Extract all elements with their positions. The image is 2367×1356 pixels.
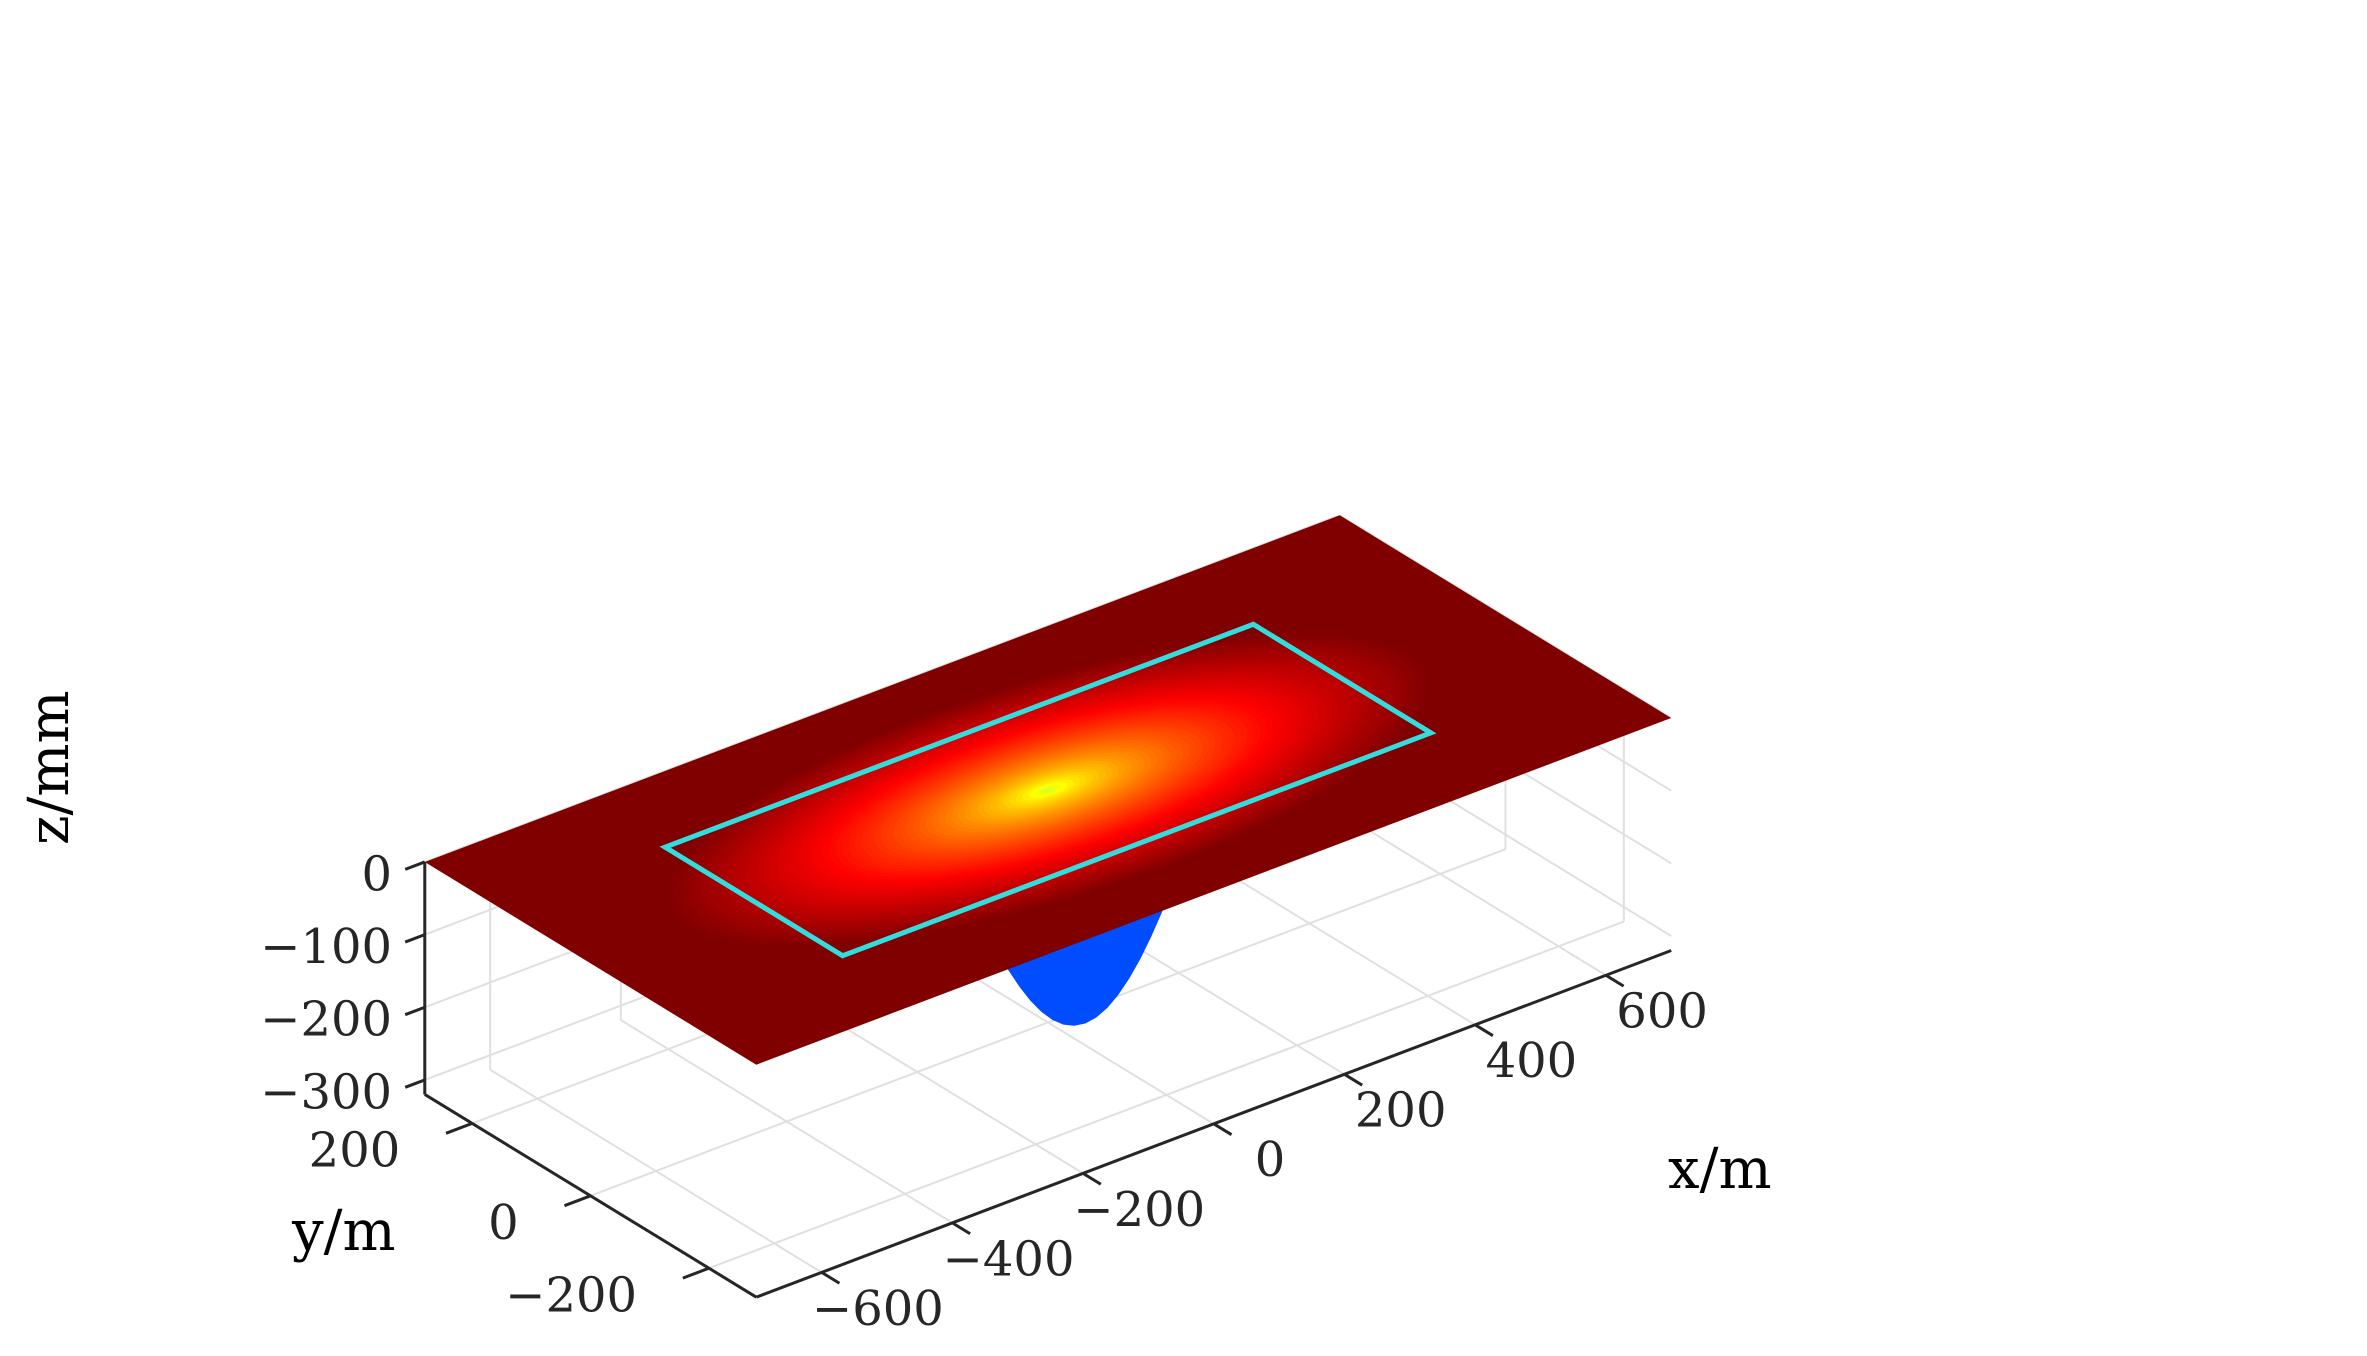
- x-tick-mark: [1343, 1073, 1364, 1087]
- x-tick-label: 200: [1355, 1083, 1447, 1139]
- z-tick-label: −200: [260, 992, 392, 1048]
- x-tick-mark: [1212, 1122, 1233, 1136]
- grid-line-floor-y: [590, 848, 1506, 1197]
- axis-labels: x/m y/m z/mm: [17, 690, 1772, 1264]
- x-tick-mark: [1082, 1172, 1102, 1186]
- surface-plane: [424, 515, 1672, 1065]
- y-tick-mark: [563, 1194, 592, 1208]
- x-tick-label: 400: [1486, 1033, 1578, 1089]
- z-tick-mark: [404, 933, 426, 944]
- x-axis-title: x/m: [1668, 1137, 1772, 1202]
- y-tick-mark: [682, 1266, 710, 1280]
- x-tick-label: 0: [1255, 1132, 1286, 1188]
- x-tick-label: −400: [943, 1231, 1075, 1287]
- x-tick-mark: [1605, 974, 1625, 988]
- z-tick-label: −300: [260, 1064, 392, 1120]
- panel-boundary-outline: [659, 621, 1437, 959]
- axis-ticks: −600−400−2000200400600−20002000−100−200−…: [260, 846, 1708, 1337]
- x-tick-label: 600: [1616, 984, 1708, 1040]
- x-tick-mark: [820, 1271, 841, 1285]
- panel-outline: [659, 621, 1437, 959]
- x-tick-label: −600: [812, 1281, 944, 1337]
- y-tick-mark: [445, 1121, 473, 1135]
- y-tick-label: 0: [488, 1195, 519, 1251]
- y-tick-label: −200: [505, 1267, 637, 1323]
- y-axis-title: y/m: [291, 1199, 396, 1264]
- z-tick-label: −100: [260, 919, 392, 975]
- z-tick-label: 0: [362, 846, 393, 902]
- basin-contours: [661, 631, 1435, 949]
- z-tick-mark: [404, 860, 426, 871]
- x-tick-label: −200: [1073, 1182, 1205, 1238]
- z-tick-mark: [404, 1005, 426, 1017]
- z-axis-title: z/mm: [17, 690, 82, 845]
- z-tick-mark: [404, 1078, 426, 1089]
- y-tick-label: 200: [309, 1123, 401, 1179]
- basin-contour-band: [1041, 787, 1055, 793]
- x-tick-mark: [951, 1221, 971, 1236]
- grid-line-floor-y: [708, 920, 1625, 1270]
- x-tick-mark: [1474, 1023, 1494, 1037]
